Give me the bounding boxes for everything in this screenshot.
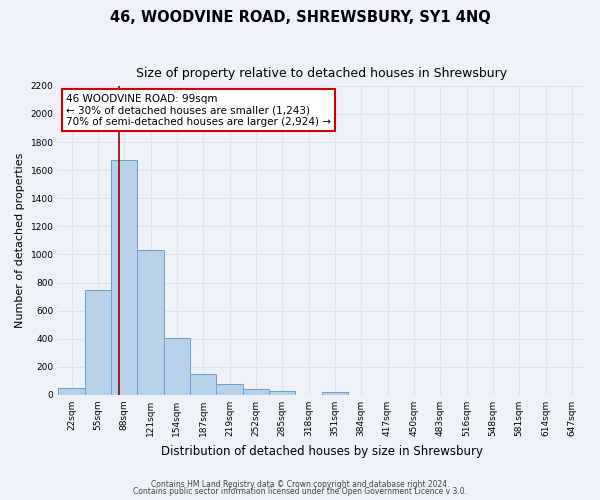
Bar [111,160,137,395]
Text: 46, WOODVINE ROAD, SHREWSBURY, SY1 4NQ: 46, WOODVINE ROAD, SHREWSBURY, SY1 4NQ [110,10,490,25]
Bar [137,250,164,395]
Bar [243,390,269,395]
Bar [85,290,111,395]
Bar [322,392,348,395]
Title: Size of property relative to detached houses in Shrewsbury: Size of property relative to detached ho… [136,68,507,80]
Text: 46 WOODVINE ROAD: 99sqm
← 30% of detached houses are smaller (1,243)
70% of semi: 46 WOODVINE ROAD: 99sqm ← 30% of detache… [67,94,331,127]
Bar [58,388,85,395]
Bar [217,384,243,395]
Bar [269,392,295,395]
Text: Contains HM Land Registry data © Crown copyright and database right 2024.: Contains HM Land Registry data © Crown c… [151,480,449,489]
Text: Contains public sector information licensed under the Open Government Licence v : Contains public sector information licen… [133,487,467,496]
Bar [190,374,217,395]
X-axis label: Distribution of detached houses by size in Shrewsbury: Distribution of detached houses by size … [161,444,483,458]
Y-axis label: Number of detached properties: Number of detached properties [15,152,25,328]
Bar [164,338,190,395]
